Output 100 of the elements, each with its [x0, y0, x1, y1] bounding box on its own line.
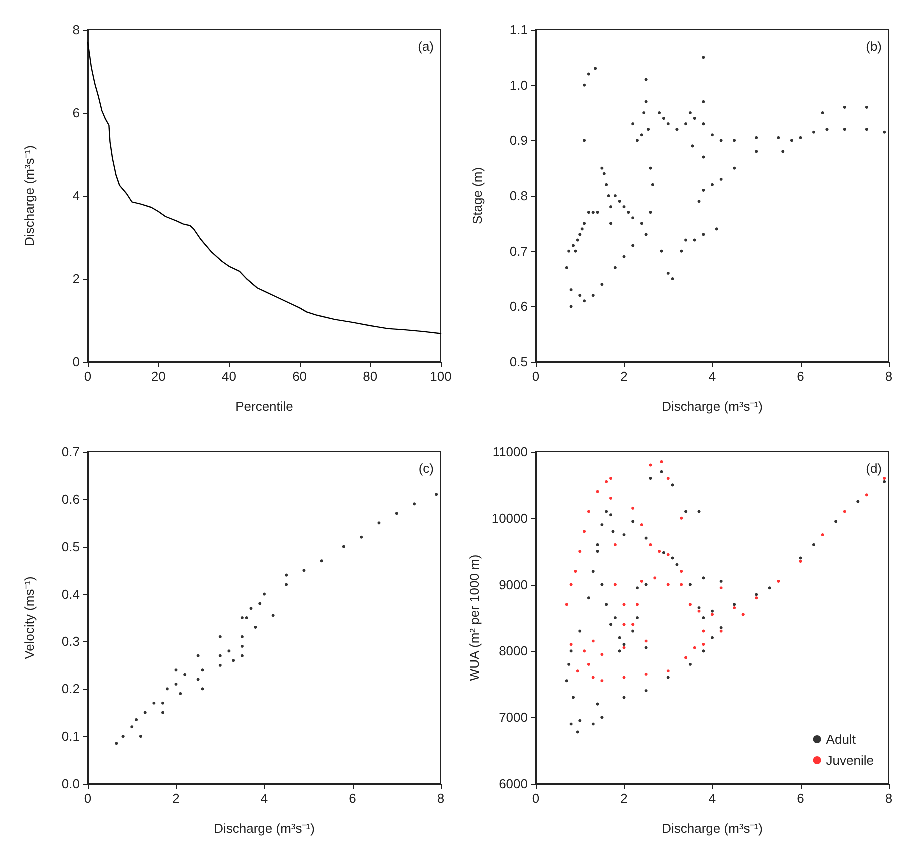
x-axis-title: Discharge (m³s⁻¹): [662, 399, 763, 414]
point: [115, 742, 118, 746]
y-tick-label: 1.1: [510, 22, 528, 38]
x-tick-label: 6: [797, 369, 804, 384]
point: [360, 536, 364, 539]
annotation: (b): [866, 39, 882, 54]
y-axis-title: Stage (m): [470, 167, 485, 225]
y-tick-label: 4: [72, 188, 80, 204]
annotation: (d): [866, 461, 882, 476]
x-tick-label: 8: [437, 791, 445, 806]
y-tick-label: 0.7: [510, 244, 528, 259]
y-tick-label: 0.9: [510, 133, 528, 148]
point: [218, 664, 222, 667]
x-tick-label: 80: [363, 369, 378, 384]
x-tick-label: 0: [84, 791, 92, 806]
point: [254, 626, 258, 629]
y-tick-label: 0.5: [510, 354, 528, 370]
y-tick-label: 8: [72, 22, 80, 38]
point: [166, 688, 169, 691]
x-tick-label: 4: [708, 369, 716, 384]
point: [196, 654, 200, 658]
y-tick-label: 8000: [499, 644, 528, 659]
point: [174, 682, 178, 686]
point: [272, 614, 275, 618]
x-tick-label: 2: [620, 369, 628, 384]
point: [285, 583, 288, 586]
y-tick-label: 0.0: [62, 776, 80, 792]
x-tick-label: 8: [885, 369, 893, 384]
y-tick-label: 11000: [492, 444, 528, 460]
y-tick-label: 0.1: [62, 729, 80, 744]
y-tick-label: 0.2: [62, 682, 80, 697]
point: [135, 718, 138, 722]
point: [240, 635, 244, 638]
x-axis-title: Discharge (m³s⁻¹): [662, 821, 763, 836]
point: [263, 592, 266, 596]
y-tick-label: 0: [72, 354, 80, 370]
point: [201, 668, 204, 672]
y-tick-label: 6: [72, 106, 80, 120]
point: [179, 692, 182, 696]
point: [320, 560, 324, 563]
point: [162, 702, 165, 705]
x-tick-label: 6: [797, 791, 804, 806]
y-tick-label: 0.7: [62, 444, 80, 460]
x-tick-label: 0: [532, 791, 540, 806]
point: [130, 726, 134, 729]
annotation: (a): [418, 39, 434, 54]
point: [240, 654, 244, 658]
y-tick-label: 0.6: [510, 299, 528, 314]
y-tick-label: 9000: [499, 577, 528, 592]
x-tick-label: 6: [349, 791, 356, 806]
y-tick-label: 0.6: [62, 492, 80, 507]
x-tick-label: 8: [885, 791, 893, 806]
x-axis-title: Discharge (m³s⁻¹): [214, 821, 315, 836]
x-tick-label: 4: [708, 791, 716, 806]
x-tick-label: 0: [532, 369, 540, 384]
y-tick-label: 0.3: [62, 634, 80, 650]
point: [122, 735, 125, 738]
point: [139, 735, 142, 738]
annotation: (c): [418, 461, 434, 476]
y-tick-label: 6000: [499, 776, 528, 792]
point: [218, 635, 222, 638]
point: [201, 688, 204, 691]
point: [196, 678, 200, 682]
point: [240, 644, 244, 648]
point: [245, 616, 248, 620]
line-series: [87, 42, 442, 334]
y-tick-label: 7000: [499, 710, 528, 726]
y-tick-label: 2: [72, 272, 80, 286]
y-axis-title: Discharge (m³s⁻¹): [22, 146, 37, 246]
point: [250, 607, 253, 610]
point: [435, 493, 438, 496]
y-tick-label: 0.5: [62, 539, 80, 554]
point: [302, 569, 306, 572]
point: [413, 502, 416, 506]
x-tick-label: 20: [151, 369, 166, 384]
y-tick-label: 1.0: [510, 78, 528, 93]
point: [258, 602, 262, 606]
point: [152, 702, 156, 705]
point: [240, 616, 244, 620]
point: [378, 522, 381, 525]
point: [144, 711, 147, 714]
y-tick-label: 0.8: [510, 188, 528, 204]
legend-label: Juvenile: [826, 753, 874, 768]
point: [232, 659, 236, 662]
y-axis-title: WUA (m² per 1000 m): [466, 554, 482, 682]
y-tick-label: 10000: [492, 510, 528, 526]
point: [228, 650, 231, 653]
y-tick-label: 0.4: [62, 586, 80, 602]
x-tick-label: 2: [620, 791, 628, 806]
x-tick-label: 40: [222, 369, 236, 384]
x-tick-label: 100: [430, 369, 452, 384]
x-tick-label: 60: [292, 369, 308, 384]
x-tick-label: 0: [84, 369, 92, 384]
point: [184, 673, 187, 676]
y-axis-title: Velocity (ms⁻¹): [22, 576, 37, 660]
x-axis-title: Percentile: [236, 399, 294, 414]
x-tick-label: 4: [260, 791, 268, 806]
x-tick-label: 2: [172, 791, 180, 806]
point: [162, 711, 165, 714]
point: [395, 512, 398, 516]
